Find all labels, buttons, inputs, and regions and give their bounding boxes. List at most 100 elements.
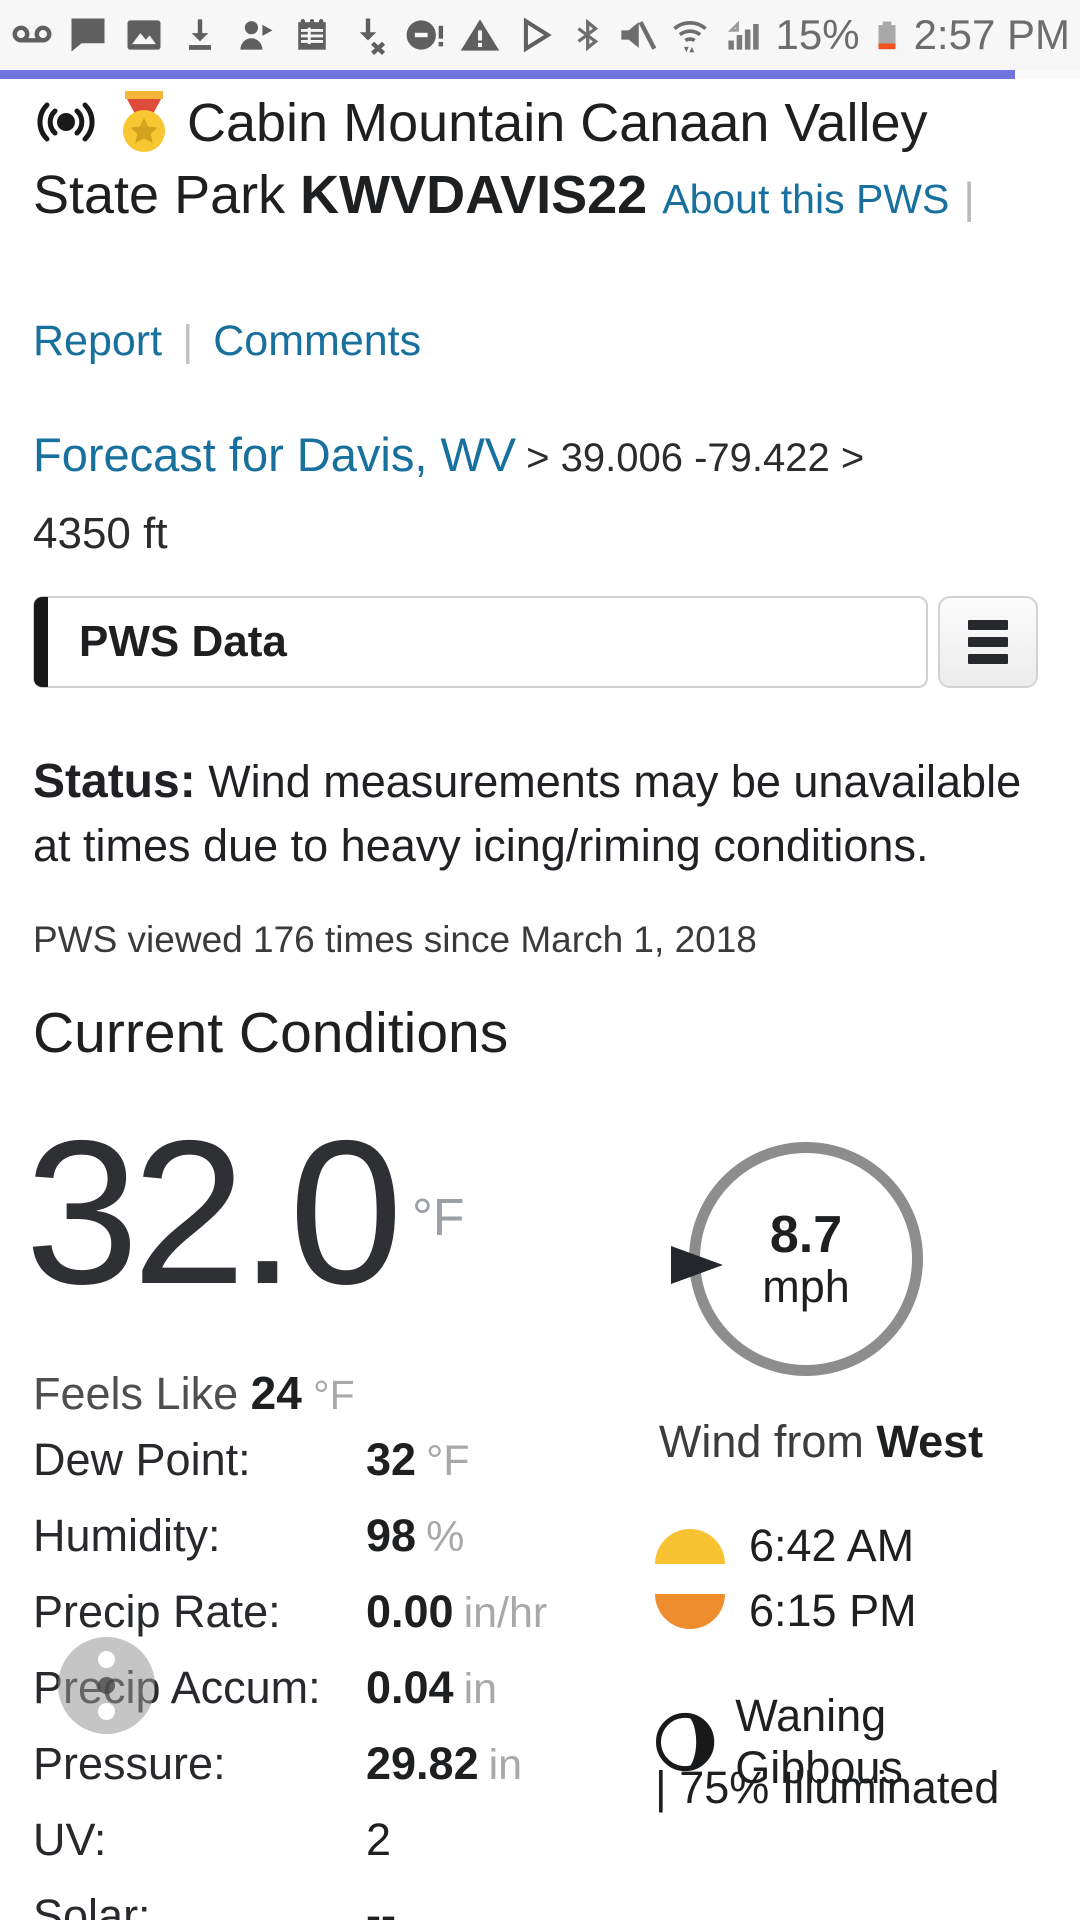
metric-unit: °F [426,1437,470,1485]
metric-label: Precip Rate: [33,1586,281,1637]
title-line-1: Cabin Mountain Canaan Valley [33,87,1047,159]
notes-icon [298,19,326,50]
wind-speed-unit: mph [762,1261,850,1312]
menu-button[interactable] [938,596,1038,688]
pws-data-select[interactable]: PWS Data [33,596,928,688]
pws-data-row: PWS Data [33,596,1047,688]
breadcrumb: Forecast for Davis, WV > 39.006 -79.422 > [33,423,1047,490]
broadcast-icon [37,102,95,142]
system-status-icons: 15% 2:57 PM [570,11,1070,59]
pws-data-label: PWS Data [79,617,287,666]
download-icon [189,19,211,50]
table-row: Precip Rate: 0.00 in/hr [33,1574,593,1650]
bluetooth-icon [577,18,598,52]
coords-text: > 39.006 -79.422 > [526,436,865,480]
dot [98,1703,115,1720]
metric-unit: in [463,1665,498,1713]
sunrise-icon [655,1528,725,1564]
mute-icon [620,21,656,50]
table-row: Pressure: 29.82 in [33,1726,593,1802]
page-title: Cabin Mountain Canaan Valley State Park … [33,87,1047,235]
wind-speed-value: 8.7 [769,1206,843,1264]
wind-from-label: Wind from [658,1416,877,1467]
table-row: Humidity: 98% [33,1498,593,1574]
dot [98,1651,115,1668]
contact-share-icon [240,21,273,50]
sunrise-row: 6:42 AM [655,1520,915,1571]
voicemail-icon [12,25,52,43]
elevation-text: 4350 ft [33,509,168,558]
title-text-line1: Cabin Mountain Canaan Valley [187,93,928,153]
wind-direction-arrow-icon [671,1246,723,1284]
wind-gauge: 8.7 mph [689,1142,923,1376]
moon-phase-icon [656,1712,715,1772]
metric-value: 0.04 [366,1662,454,1713]
battery-icon [878,21,896,50]
current-conditions-panel: 32.0 °F Feels Like 24 °F Dew Point: 32 °F … [25,1110,1047,1920]
table-row: Solar: -- [33,1878,593,1920]
warning-icon [460,19,500,51]
header-divider: | [963,174,975,223]
feels-like-unit: °F [301,1372,355,1418]
wind-from-row: Wind from West [641,1416,1001,1468]
nav-separator: | [182,317,194,365]
moon-phase-name: Waning Gibbous [735,1690,903,1793]
metric-label: UV: [33,1814,107,1865]
metric-unit: in/hr [463,1589,548,1637]
report-link[interactable]: Report [33,317,163,365]
sunrise-time: 6:42 AM [749,1520,915,1571]
metric-value: 32 [366,1434,417,1485]
station-nav: Report | Comments [33,313,1047,369]
metric-value: 2 [366,1814,392,1865]
chat-icon [71,18,105,52]
android-status-bar: 15% 2:57 PM [0,0,1080,70]
battery-percent: 15% [775,11,860,58]
feels-like-label: Feels Like [33,1368,251,1419]
pws-viewed-note: PWS viewed 176 times since March 1, 2018 [33,919,757,960]
moon-illumination: | 75% Illuminated [655,1762,1000,1813]
current-conditions-heading: Current Conditions [33,1001,509,1065]
metric-value: -- [366,1890,396,1920]
wifi-network-icon [672,21,707,53]
signal-strength-icon [727,20,759,50]
disc-alert-icon [406,20,444,50]
comments-link[interactable]: Comments [213,317,422,365]
temperature-unit: °F [412,1189,465,1247]
metric-label: Solar: [33,1890,151,1920]
about-pws-link[interactable]: About this PWS [662,176,950,222]
notification-icons [10,13,558,57]
status-prefix: Status: [33,755,196,808]
sunset-time: 6:15 PM [749,1585,917,1636]
pws-bar-accent [34,597,48,687]
metric-value: 98 [366,1510,417,1561]
metric-unit: in [488,1741,523,1789]
clock: 2:57 PM [913,11,1070,58]
hamburger-icon [968,620,1008,630]
wind-direction: West [876,1416,984,1467]
download-cancel-icon [359,18,386,55]
feels-like-value: 24 [250,1367,302,1419]
metric-label: Humidity: [33,1510,221,1561]
metric-label: Dew Point: [33,1434,251,1485]
sunset-row: 6:15 PM [655,1585,917,1636]
image-icon [127,20,161,50]
metric-value: 0.00 [366,1586,454,1637]
page-load-progress-track [0,70,1080,79]
title-line-2: State Park KWVDAVIS22 About this PWS | [33,159,1047,235]
dot [98,1677,115,1694]
status-text: Wind measurements may be unavailable at … [33,756,1022,871]
play-store-icon [523,17,552,53]
metric-unit: % [426,1513,465,1561]
metric-label: Pressure: [33,1738,226,1789]
page-content: Cabin Mountain Canaan Valley State Park … [0,87,1080,1920]
station-id: KWVDAVIS22 [300,165,648,225]
forecast-link[interactable]: Forecast for Davis, WV [33,428,517,481]
page-load-progress-bar [0,70,1016,79]
metric-value: 29.82 [366,1738,479,1789]
floating-overflow-button[interactable] [58,1637,155,1734]
moon-phase-row: Waning Gibbous [655,1690,1047,1794]
temperature-value: 32.0 [25,1098,403,1327]
table-row: Dew Point: 32 °F [33,1422,593,1498]
title-icons [33,91,171,153]
temperature-display: 32.0 °F [25,1110,465,1315]
